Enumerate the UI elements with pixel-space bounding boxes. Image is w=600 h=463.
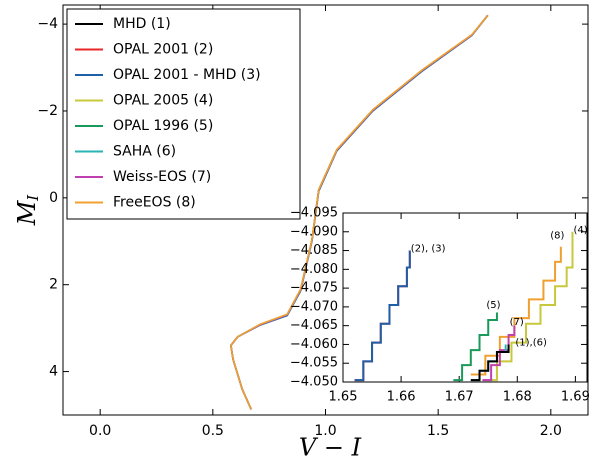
- x-tick-label: 1.67: [445, 390, 474, 405]
- legend-label: OPAL 2005 (4): [113, 93, 213, 109]
- y-axis-label-main: M: [13, 199, 41, 226]
- y-axis-label-sub: I: [24, 194, 42, 202]
- annotation: (5): [486, 300, 500, 311]
- legend-label: Weiss-EOS (7): [113, 169, 211, 185]
- y-tick-label: −4.085: [290, 243, 338, 258]
- annotation: (1),(6): [515, 338, 547, 349]
- series-group: [354, 231, 574, 382]
- y-tick-label: −4.080: [290, 262, 338, 277]
- x-tick-label: 0.5: [202, 423, 224, 439]
- legend-label: OPAL 1996 (5): [113, 118, 213, 134]
- plot-frame: [342, 212, 588, 383]
- series-line: [453, 312, 498, 382]
- y-tick-label: −4.075: [290, 281, 338, 296]
- annotation: (2), (3): [411, 244, 446, 255]
- x-tick-label: 1.68: [503, 390, 532, 405]
- x-axis-label: V − I: [299, 434, 362, 462]
- y-tick-label: −4.055: [290, 356, 338, 371]
- series-line: [482, 325, 516, 382]
- series-line: [482, 231, 574, 382]
- y-tick-label: 4: [49, 364, 58, 380]
- x-tick-label: 1.69: [561, 390, 590, 405]
- plot-frame: [62, 4, 589, 416]
- annotation: (7): [510, 317, 524, 328]
- series-line: [354, 250, 411, 382]
- legend-label: SAHA (6): [113, 144, 176, 160]
- series-line: [470, 344, 510, 382]
- y-tick-label: −4.090: [290, 224, 338, 239]
- y-tick-label: −4.065: [290, 318, 338, 333]
- y-tick-label: −4: [37, 16, 58, 32]
- x-tick-label: 1.0: [314, 423, 336, 439]
- annotation: (8): [550, 231, 564, 242]
- y-axis-label: MI: [13, 194, 43, 227]
- legend-label: FreeEOS (8): [113, 195, 196, 211]
- series-group: [230, 14, 489, 410]
- legend-box: [66, 8, 301, 220]
- y-tick-label: 2: [49, 277, 58, 293]
- x-tick-label: 1.66: [387, 390, 416, 405]
- y-tick-label: −4.060: [290, 337, 338, 352]
- x-tick-label: 2.0: [540, 423, 562, 439]
- legend-label: OPAL 2001 - MHD (3): [113, 67, 261, 83]
- legend-label: MHD (1): [113, 16, 171, 32]
- annotation: (4): [573, 225, 587, 236]
- x-tick-label: 1.65: [329, 390, 358, 405]
- y-tick-label: −2: [37, 103, 58, 119]
- legend-label: OPAL 2001 (2): [113, 42, 213, 58]
- y-tick-label: 0: [49, 190, 58, 206]
- x-tick-label: 0.0: [89, 423, 111, 439]
- y-tick-label: −4.070: [290, 299, 338, 314]
- plot-area: [343, 213, 587, 382]
- x-tick-label: 1.5: [427, 423, 449, 439]
- series-line: [230, 14, 489, 410]
- y-tick-label: −4.050: [290, 375, 338, 390]
- y-tick-label: −4.095: [290, 206, 338, 221]
- series-line: [470, 246, 562, 376]
